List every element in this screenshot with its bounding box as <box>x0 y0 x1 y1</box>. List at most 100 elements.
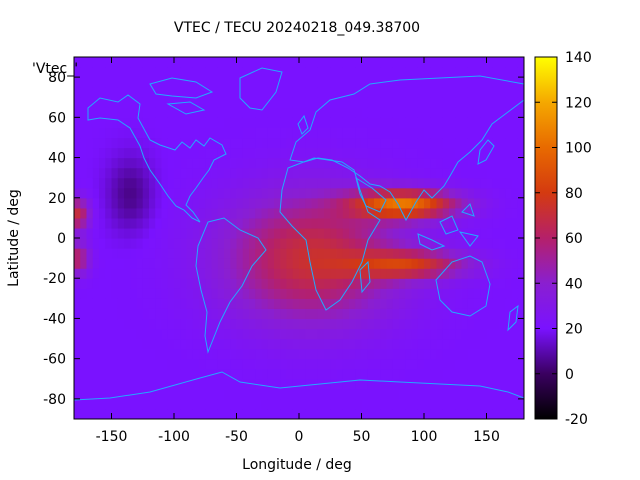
heatmap-cell <box>299 67 306 78</box>
heatmap-cell <box>255 137 263 149</box>
heatmap-cell <box>374 77 381 88</box>
heatmap-cell <box>461 308 469 320</box>
heatmap-cell <box>117 408 125 419</box>
heatmap-cell <box>467 87 475 98</box>
heatmap-cell <box>236 388 244 400</box>
heatmap-cell <box>342 318 350 330</box>
heatmap-cell <box>205 388 213 400</box>
heatmap-cell <box>436 197 444 209</box>
heatmap-cell <box>236 137 244 149</box>
heatmap-cell <box>405 258 413 269</box>
heatmap-cell <box>436 227 444 239</box>
heatmap-cell <box>199 137 206 149</box>
heatmap-cell <box>155 378 163 390</box>
heatmap-cell <box>299 298 306 309</box>
heatmap-cell <box>217 137 225 149</box>
heatmap-cell <box>117 358 125 370</box>
heatmap-cell <box>342 137 350 149</box>
heatmap-cell <box>392 97 400 108</box>
heatmap-cell <box>136 278 144 289</box>
heatmap-cell <box>342 167 350 179</box>
heatmap-cell <box>361 378 369 390</box>
heatmap-cell <box>161 77 169 88</box>
heatmap-cell <box>449 298 456 309</box>
heatmap-cell <box>367 388 375 400</box>
heatmap-cell <box>342 107 350 118</box>
heatmap-cell <box>180 398 188 410</box>
heatmap-cell <box>511 378 519 390</box>
heatmap-cell <box>255 187 263 199</box>
heatmap-cell <box>480 238 488 249</box>
heatmap-cell <box>117 157 125 169</box>
heatmap-cell <box>86 268 94 279</box>
heatmap-cell <box>367 268 375 279</box>
heatmap-cell <box>461 358 469 370</box>
heatmap-cell <box>367 77 375 88</box>
heatmap-cell <box>261 248 269 259</box>
heatmap-cell <box>124 408 131 419</box>
heatmap-cell <box>205 298 213 309</box>
heatmap-cell <box>299 378 306 390</box>
heatmap-cell <box>111 328 119 340</box>
heatmap-cell <box>486 107 494 118</box>
heatmap-cell <box>105 177 113 189</box>
heatmap-cell <box>317 408 325 419</box>
heatmap-cell <box>499 338 506 350</box>
heatmap-cell <box>305 378 313 390</box>
chart-title: VTEC / TECU 20240218_049.38700 <box>174 20 420 36</box>
heatmap-cell <box>205 97 213 108</box>
heatmap-cell <box>99 197 106 209</box>
heatmap-cell <box>186 368 194 380</box>
heatmap-cell <box>261 308 269 320</box>
heatmap-cell <box>199 77 206 88</box>
heatmap-cell <box>230 338 238 350</box>
heatmap-cell <box>199 87 206 98</box>
heatmap-cell <box>474 177 481 189</box>
heatmap-cell <box>149 197 156 209</box>
heatmap-cell <box>517 388 524 400</box>
heatmap-cell <box>211 57 219 68</box>
heatmap-cell <box>174 348 181 360</box>
heatmap-cell <box>324 147 331 159</box>
heatmap-cell <box>292 57 300 68</box>
heatmap-cell <box>124 117 131 128</box>
heatmap-cell <box>299 388 306 400</box>
heatmap-cell <box>455 288 463 299</box>
heatmap-cell <box>242 268 250 279</box>
heatmap-cell <box>167 107 175 118</box>
heatmap-cell <box>474 137 481 149</box>
heatmap-cell <box>267 368 275 380</box>
heatmap-cell <box>149 388 156 400</box>
heatmap-cell <box>186 197 194 209</box>
heatmap-cell <box>305 107 313 118</box>
heatmap-cell <box>317 217 325 229</box>
heatmap-cell <box>317 167 325 179</box>
heatmap-cell <box>274 137 281 149</box>
heatmap-cell <box>511 248 519 259</box>
heatmap-cell <box>505 408 513 419</box>
heatmap-cell <box>242 408 250 419</box>
heatmap-cell <box>299 238 306 249</box>
heatmap-cell <box>342 127 350 139</box>
heatmap-cell <box>92 348 100 360</box>
heatmap-cell <box>167 167 175 179</box>
x-axis: -150 -100 -50 0 50 100 150 <box>96 57 500 445</box>
heatmap-cell <box>299 127 306 139</box>
heatmap-cell <box>342 187 350 199</box>
heatmap-cell <box>149 157 156 169</box>
heatmap-cell <box>230 358 238 370</box>
heatmap-cell <box>474 328 481 340</box>
heatmap-cell <box>267 77 275 88</box>
heatmap-cell <box>192 268 200 279</box>
heatmap-cell <box>199 248 206 259</box>
heatmap-cell <box>317 268 325 279</box>
heatmap-cell <box>180 388 188 400</box>
heatmap-cell <box>499 368 506 380</box>
heatmap-cell <box>480 67 488 78</box>
heatmap-cell <box>324 298 331 309</box>
heatmap-cell <box>217 368 225 380</box>
heatmap-cell <box>242 328 250 340</box>
heatmap-cell <box>349 258 356 269</box>
x-tick-label: 50 <box>353 429 371 445</box>
